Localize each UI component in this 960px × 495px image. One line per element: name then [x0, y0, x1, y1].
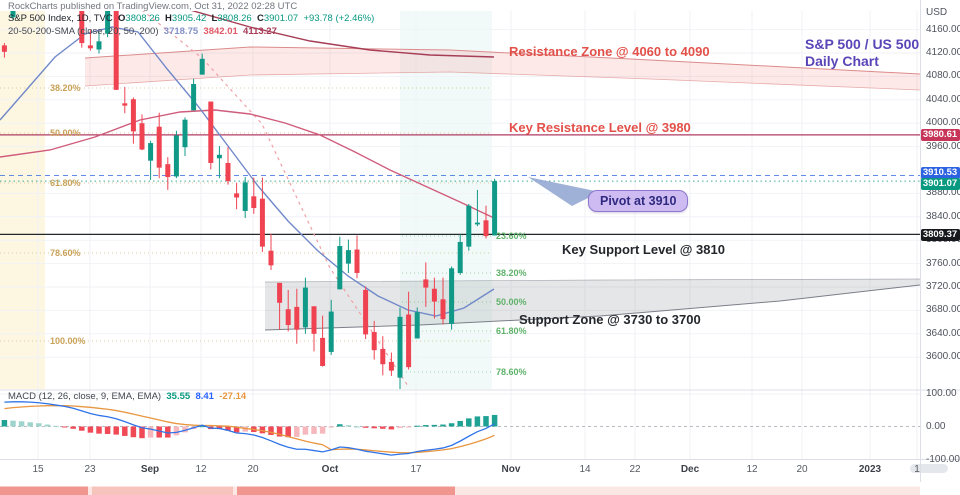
annotation-pivot-callout[interactable]: Pivot at 3910	[588, 190, 689, 212]
annotation-support-zone[interactable]: Support Zone @ 3730 to 3700	[519, 312, 701, 327]
time-tick: 12	[195, 464, 207, 475]
pivot-pointer	[528, 177, 600, 206]
sma20-value: 3718.75	[163, 26, 199, 37]
low-label: L	[211, 13, 218, 24]
fib-level-label: 38.20%	[496, 268, 527, 278]
downtrend-line	[142, 11, 409, 387]
fib-level-label: 38.20%	[50, 83, 81, 93]
fib-level-label: 78.60%	[50, 248, 81, 258]
watermark-line2: Daily Chart	[805, 53, 879, 69]
fib-level-label: 100.00%	[50, 336, 86, 346]
close-value: 3901.07	[263, 13, 299, 24]
fib-level-label: 23.60%	[496, 231, 527, 241]
annotation-key-support[interactable]: Key Support Level @ 3810	[562, 242, 725, 257]
time-tick: 15	[32, 464, 44, 475]
time-tick: 17	[410, 464, 422, 475]
publisher-note: RockCharts published on TradingView.com,…	[8, 1, 298, 12]
macd-legend[interactable]: MACD (12, 26, close, 9, EMA, EMA) 35.55 …	[8, 391, 246, 402]
fib-level-label: 61.80%	[496, 326, 527, 336]
price-axis[interactable]	[920, 0, 960, 482]
macd-hist-value: 35.55	[166, 391, 191, 402]
time-tick: 22	[629, 464, 641, 475]
watermark-line1: S&P 500 / US 500	[805, 36, 920, 52]
macd-title: MACD (12, 26, close, 9, EMA, EMA)	[8, 391, 162, 402]
time-tick: Oct	[321, 464, 339, 475]
price-tick: 3720.00	[926, 281, 960, 292]
annotation-key-resistance[interactable]: Key Resistance Level @ 3980	[509, 120, 691, 135]
fib-level-label: 78.60%	[496, 367, 527, 377]
sma200-line	[190, 11, 495, 58]
fib-level-label: 61.80%	[50, 178, 81, 188]
annotation-resistance-zone[interactable]: Resistance Zone @ 4060 to 4090	[509, 44, 710, 59]
macd-tick: 100.00	[926, 388, 957, 399]
time-tick: 14	[579, 464, 591, 475]
sma-title: 20-50-200-SMA (close, 20, 50, 200)	[8, 26, 159, 37]
fib-level-label: 50.00%	[50, 128, 81, 138]
time-tick: Nov	[501, 464, 521, 475]
macd-tick: -100.00	[926, 453, 960, 465]
price-axis-currency: USD	[926, 7, 948, 18]
price-tick: 3840.00	[926, 210, 960, 222]
open-value: 3808.26	[125, 13, 160, 24]
bottom-strip	[0, 486, 920, 495]
macd-signal-line	[4, 405, 495, 454]
support-zone-band	[265, 279, 920, 330]
sma200-value: 4113.27	[243, 26, 277, 37]
macd-signal-value: -27.14	[219, 391, 247, 402]
price-tick: 3880.00	[926, 187, 960, 199]
time-tick: 23	[84, 464, 96, 475]
price-tick: 3960.00	[926, 140, 960, 152]
price-badge: 3809.37	[920, 228, 960, 241]
sma50-value: 3842.01	[203, 26, 238, 37]
open-label: O	[118, 13, 126, 24]
time-tick: 1	[914, 464, 920, 475]
time-tick: Dec	[680, 464, 700, 475]
macd-line-value: 8.41	[195, 391, 214, 402]
high-label: H	[165, 13, 172, 24]
price-badge: 3980.61	[920, 128, 960, 141]
macd-main-line	[4, 401, 495, 456]
axis-scroll-pill	[910, 464, 948, 473]
fib-level-label: 50.00%	[496, 297, 527, 307]
macd-tick: 0.00	[926, 420, 946, 432]
time-tick: 12	[746, 464, 758, 475]
price-tick: 4120.00	[926, 47, 960, 58]
price-tick: 4040.00	[926, 93, 960, 105]
price-tick: 4160.00	[926, 23, 960, 35]
resistance-zone-band	[85, 47, 920, 90]
macd-layer	[0, 401, 920, 456]
high-value: 3905.42	[171, 13, 207, 24]
time-axis[interactable]	[0, 460, 920, 482]
price-tick: 4000.00	[926, 117, 960, 129]
price-tick: 4080.00	[926, 70, 960, 82]
chart-watermark: S&P 500 / US 500 Daily Chart	[805, 36, 919, 70]
close-label: C	[256, 13, 264, 24]
low-value: 3808.26	[217, 13, 252, 24]
time-tick: 2023	[858, 464, 882, 475]
time-tick: Sep	[140, 464, 160, 475]
change-value: +93.78 (+2.46%)	[303, 13, 375, 24]
sma-legend[interactable]: 20-50-200-SMA (close, 20, 50, 200) 3718.…	[8, 26, 277, 37]
symbol-title: S&P 500 Index, 1D, TVC	[8, 13, 113, 24]
time-tick: 20	[247, 464, 259, 475]
price-badge: 3910.53	[920, 166, 960, 179]
price-tick: 3680.00	[926, 304, 960, 316]
symbol-legend[interactable]: S&P 500 Index, 1D, TVC O3808.26 H3905.42…	[8, 13, 374, 24]
price-tick: 3760.00	[926, 257, 960, 269]
price-badge: 3901.07	[920, 178, 960, 191]
sma50-line	[0, 109, 495, 219]
price-tick: 3600.00	[926, 351, 960, 363]
time-tick: 20	[796, 464, 808, 475]
price-tick: 3640.00	[926, 327, 960, 339]
candles-layer	[1, 11, 498, 389]
